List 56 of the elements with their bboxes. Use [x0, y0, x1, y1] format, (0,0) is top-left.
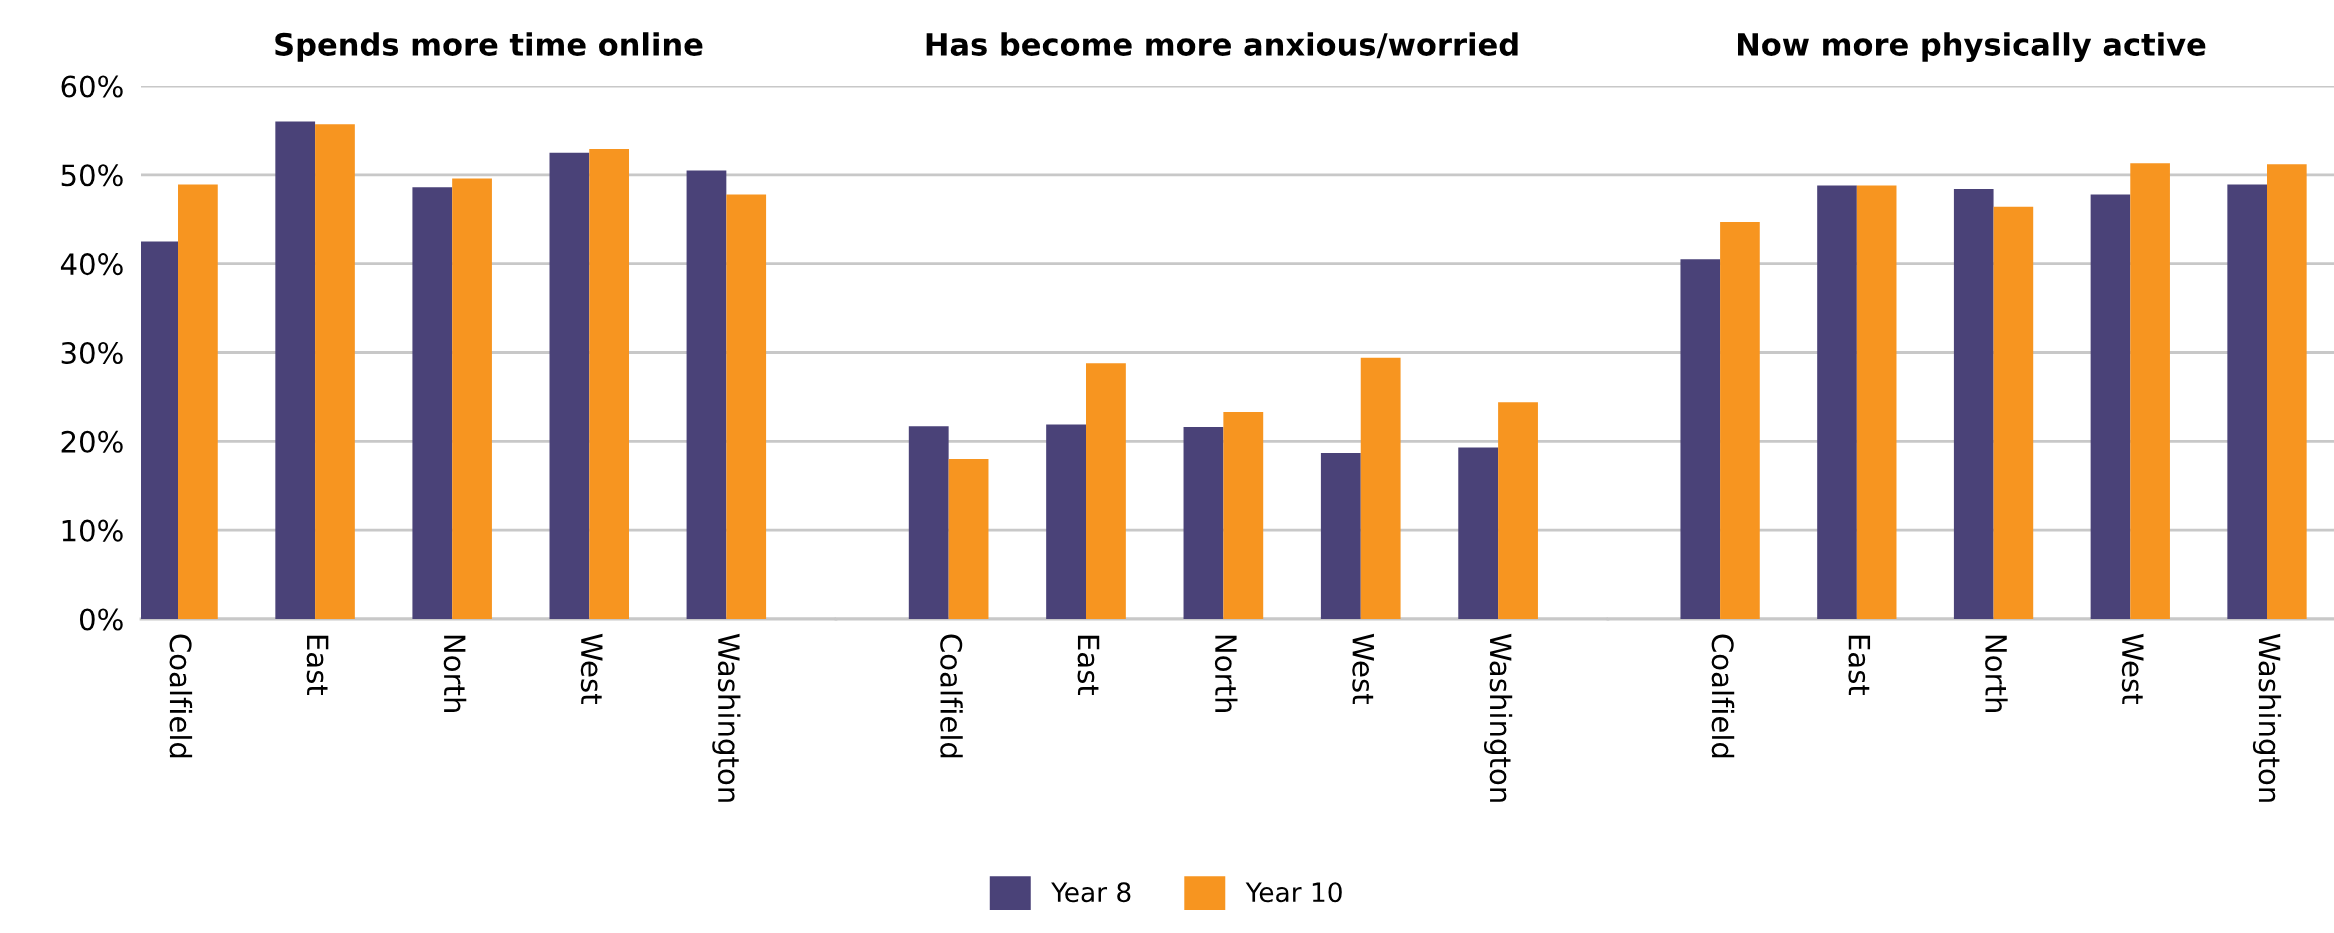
bar: [2267, 164, 2307, 619]
bar: [1223, 412, 1264, 619]
bar: [1993, 206, 2034, 619]
chart-title: Spends more time online: [275, 32, 703, 62]
chart-title: Now more physically active: [1738, 32, 2206, 63]
x-tick-label: Washington: [2252, 633, 2282, 802]
x-tick-label: North: [443, 635, 467, 712]
x-tick-label: East: [306, 635, 329, 696]
bar: [178, 184, 218, 619]
bar: [1680, 259, 1721, 619]
x-tick-label: North: [1985, 635, 2008, 712]
bar: [1498, 402, 1538, 619]
bar: [589, 149, 630, 619]
bar: [1720, 221, 1760, 619]
y-tick-label: 40%: [60, 253, 123, 276]
bar: [726, 194, 767, 619]
y-tick-label: 60%: [61, 75, 123, 98]
bar: [2130, 163, 2170, 619]
bar: [1360, 357, 1401, 619]
x-tick-label: North: [1214, 635, 1238, 712]
bar: [1320, 452, 1361, 619]
x-tick-label: Washington: [712, 633, 741, 802]
y-tick-label: 10%: [62, 519, 123, 542]
y-tick-label: 50%: [61, 164, 123, 187]
x-tick-label: Coalfield: [1711, 634, 1735, 758]
x-tick-label: West: [580, 633, 603, 704]
x-tick-label: West: [1352, 633, 1374, 704]
bar: [2227, 184, 2268, 619]
x-tick-label: East: [1848, 635, 1871, 696]
y-tick-label: 30%: [61, 341, 123, 364]
x-tick-label: Washington: [1483, 633, 1513, 802]
bar: [908, 426, 949, 619]
chart-title: Has become more anxious/worried: [926, 32, 1518, 59]
x-tick-label: West: [2121, 633, 2144, 704]
bar: [1046, 424, 1087, 619]
bar: [686, 170, 727, 619]
legend-label: Year 8: [1051, 882, 1131, 903]
x-tick-label: Coalfield: [940, 634, 963, 758]
bar: [549, 152, 590, 619]
bar: [452, 178, 492, 619]
bar: [1817, 185, 1857, 619]
legend-label: Year 10: [1245, 882, 1342, 903]
x-tick-label: Coalfield: [169, 634, 193, 758]
bar: [948, 459, 989, 619]
x-tick-label: East: [1077, 635, 1100, 696]
bar: [1086, 363, 1126, 619]
bar: [1183, 427, 1224, 619]
bar: [412, 187, 453, 619]
bar: [275, 121, 316, 619]
bar: [1953, 189, 1994, 619]
bar: [1856, 185, 1897, 619]
y-tick-label: 0%: [79, 608, 123, 631]
y-tick-label: 20%: [61, 430, 123, 453]
bar: [315, 124, 355, 619]
bar: [2090, 194, 2131, 619]
bar: [1458, 447, 1499, 619]
